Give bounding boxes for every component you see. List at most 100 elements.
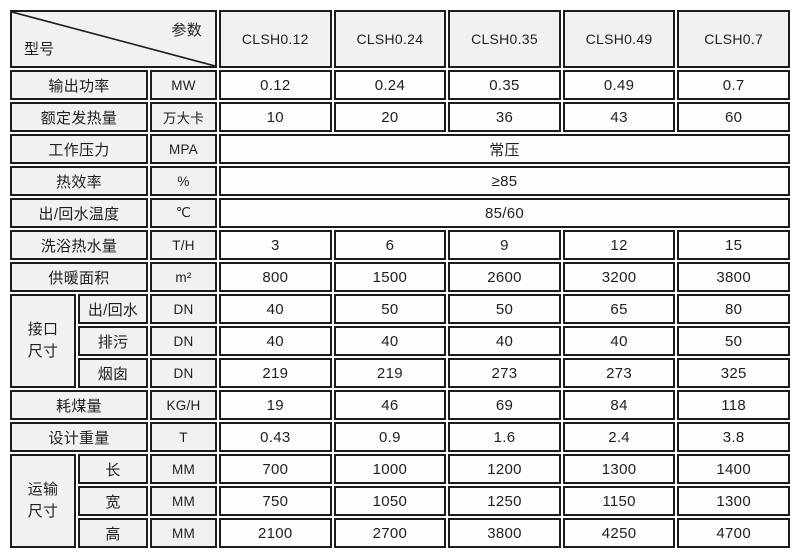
merged-value-cell: ≥85 [219, 166, 790, 196]
sub-row-label: 出/回水 [78, 294, 148, 324]
row-transport-width: 宽 MM 750 1050 1250 1150 1300 [10, 486, 790, 516]
model-header-clsh07: CLSH0.7 [677, 10, 790, 68]
value-cell: 0.49 [562, 70, 676, 100]
value-cell: 2600 [448, 262, 561, 292]
row-heating-area: 供暖面积 m² 800 1500 2600 3200 3800 [10, 262, 790, 292]
sub-row-label: 烟囱 [78, 358, 148, 388]
value-cell: 65 [562, 294, 676, 324]
row-label: 热效率 [10, 166, 148, 196]
row-label: 额定发热量 [10, 102, 148, 132]
unit-cell: DN [150, 358, 217, 388]
unit-cell: MPA [150, 134, 217, 164]
value-cell: 0.35 [448, 70, 561, 100]
value-cell: 0.9 [333, 422, 447, 452]
value-cell: 40 [333, 326, 447, 356]
value-cell: 1250 [448, 486, 561, 516]
header-row: 参数 型号 CLSH0.12 CLSH0.24 CLSH0.35 CLSH0.4… [10, 10, 790, 68]
unit-cell: T/H [150, 230, 217, 260]
value-cell: 4700 [677, 518, 790, 548]
row-output-power: 输出功率 MW 0.12 0.24 0.35 0.49 0.7 [10, 70, 790, 100]
unit-cell: T [150, 422, 217, 452]
row-label: 出/回水温度 [10, 198, 148, 228]
model-header-clsh035: CLSH0.35 [448, 10, 561, 68]
value-cell: 40 [448, 326, 561, 356]
unit-cell: KG/H [150, 390, 217, 420]
row-coal-consumption: 耗煤量 KG/H 19 46 69 84 118 [10, 390, 790, 420]
row-label: 耗煤量 [10, 390, 148, 420]
value-cell: 0.43 [219, 422, 332, 452]
value-cell: 219 [333, 358, 447, 388]
merged-value-cell: 85/60 [219, 198, 790, 228]
value-cell: 700 [219, 454, 332, 484]
unit-cell: ℃ [150, 198, 217, 228]
unit-cell: 万大卡 [150, 102, 217, 132]
value-cell: 2700 [333, 518, 447, 548]
spec-table: 参数 型号 CLSH0.12 CLSH0.24 CLSH0.35 CLSH0.4… [8, 8, 792, 550]
value-cell: 273 [448, 358, 561, 388]
value-cell: 69 [448, 390, 561, 420]
value-cell: 80 [677, 294, 790, 324]
sub-row-label: 高 [78, 518, 148, 548]
value-cell: 10 [219, 102, 332, 132]
unit-cell: MW [150, 70, 217, 100]
row-label: 供暖面积 [10, 262, 148, 292]
value-cell: 4250 [562, 518, 676, 548]
sub-row-label: 排污 [78, 326, 148, 356]
sub-row-label: 长 [78, 454, 148, 484]
row-transport-height: 高 MM 2100 2700 3800 4250 4700 [10, 518, 790, 548]
model-header-clsh012: CLSH0.12 [219, 10, 332, 68]
value-cell: 50 [677, 326, 790, 356]
value-cell: 84 [562, 390, 676, 420]
sub-row-label: 宽 [78, 486, 148, 516]
value-cell: 3200 [562, 262, 676, 292]
row-interface-water: 接口 尺寸 出/回水 DN 40 50 50 65 80 [10, 294, 790, 388]
value-cell: 0.7 [677, 70, 790, 100]
value-cell: 60 [677, 102, 790, 132]
row-thermal-efficiency: 热效率 % ≥85 [10, 166, 790, 196]
unit-cell: DN [150, 326, 217, 356]
row-rated-heat: 额定发热量 万大卡 10 20 36 43 60 [10, 102, 790, 132]
value-cell: 46 [333, 390, 447, 420]
group-label-interface-size: 接口 尺寸 [10, 294, 76, 388]
model-header-clsh049: CLSH0.49 [562, 10, 676, 68]
value-cell: 9 [448, 230, 561, 260]
row-label: 洗浴热水量 [10, 230, 148, 260]
value-cell: 118 [677, 390, 790, 420]
value-cell: 1000 [333, 454, 447, 484]
row-transport-length: 运输 尺寸 长 MM 700 1000 1200 1300 1400 [10, 454, 790, 548]
corner-label-parameter: 参数 [171, 22, 202, 39]
unit-cell: % [150, 166, 217, 196]
value-cell: 3800 [677, 262, 790, 292]
value-cell: 1.6 [448, 422, 561, 452]
merged-value-cell: 常压 [219, 134, 790, 164]
row-interface-drain: 排污 DN 40 40 40 40 50 [10, 326, 790, 356]
value-cell: 325 [677, 358, 790, 388]
row-water-temperature: 出/回水温度 ℃ 85/60 [10, 198, 790, 228]
value-cell: 15 [677, 230, 790, 260]
value-cell: 12 [562, 230, 676, 260]
value-cell: 800 [219, 262, 332, 292]
unit-cell: MM [150, 518, 217, 548]
group-label-transport-size: 运输 尺寸 [10, 454, 76, 548]
value-cell: 1300 [677, 486, 790, 516]
value-cell: 40 [219, 326, 332, 356]
value-cell: 0.24 [333, 70, 447, 100]
row-label: 设计重量 [10, 422, 148, 452]
unit-cell: MM [150, 454, 217, 484]
value-cell: 273 [562, 358, 676, 388]
row-label: 工作压力 [10, 134, 148, 164]
value-cell: 1150 [562, 486, 676, 516]
value-cell: 6 [333, 230, 447, 260]
value-cell: 1400 [677, 454, 790, 484]
value-cell: 19 [219, 390, 332, 420]
value-cell: 1200 [448, 454, 561, 484]
diagonal-divider-line [12, 12, 215, 66]
value-cell: 43 [562, 102, 676, 132]
row-interface-chimney: 烟囱 DN 219 219 273 273 325 [10, 358, 790, 388]
value-cell: 219 [219, 358, 332, 388]
value-cell: 50 [448, 294, 561, 324]
value-cell: 40 [562, 326, 676, 356]
value-cell: 750 [219, 486, 332, 516]
value-cell: 3800 [448, 518, 561, 548]
